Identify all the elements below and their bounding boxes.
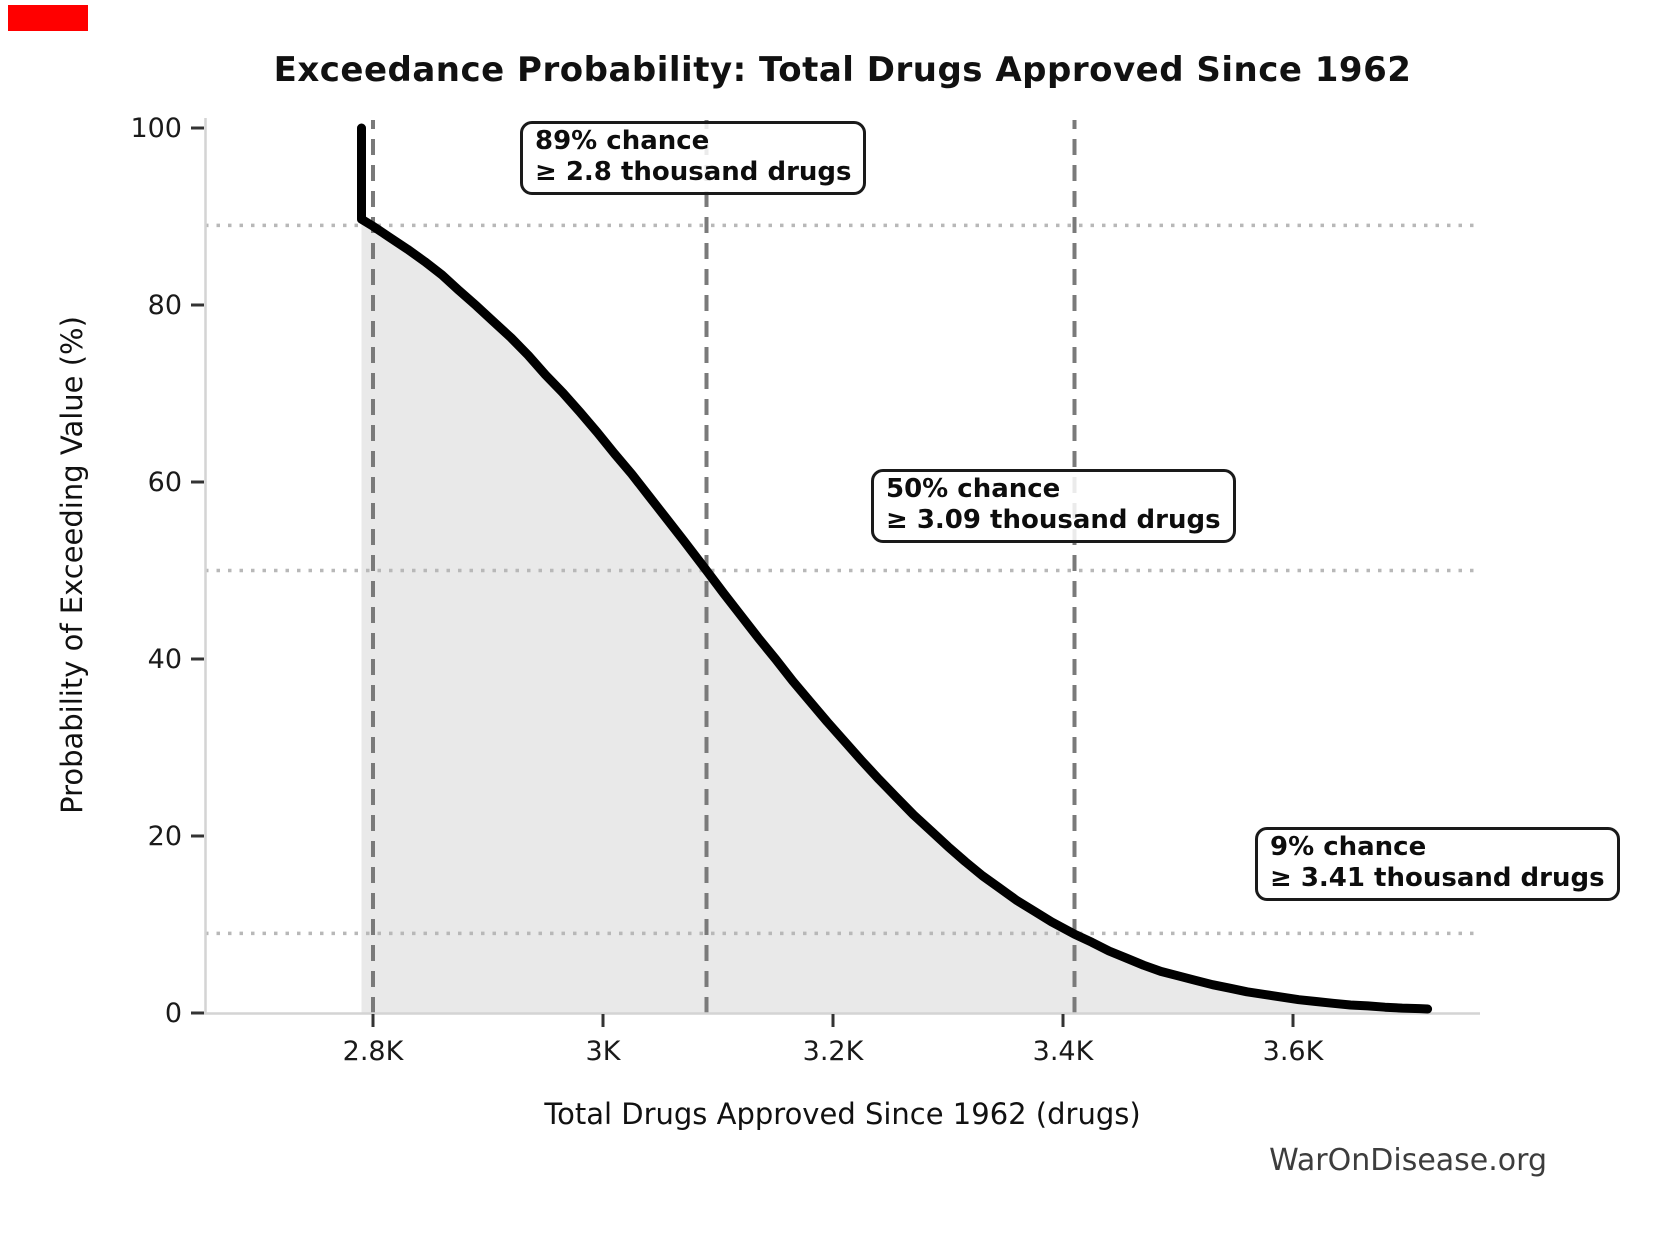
exceedance-curve	[357, 123, 1433, 1014]
x-tick-label: 3.4K	[1033, 1036, 1095, 1067]
annotation-threshold-text: ≥ 2.8 thousand drugs	[535, 157, 852, 187]
x-axis-label: Total Drugs Approved Since 1962 (drugs)	[544, 1097, 1141, 1131]
x-tick-label: 3.2K	[803, 1036, 865, 1067]
y-tick-label: 80	[148, 290, 182, 321]
y-tick-label: 20	[148, 821, 182, 852]
y-tick-label: 60	[148, 467, 182, 498]
red-marker-rectangle	[8, 5, 88, 31]
chart-title: Exceedance Probability: Total Drugs Appr…	[273, 50, 1412, 90]
x-tick-label: 3.6K	[1263, 1036, 1325, 1067]
y-tick-label: 40	[148, 644, 182, 675]
curve-shaded-area	[361, 219, 1428, 1013]
y-axis-label: Probability of Exceeding Value (%)	[55, 316, 89, 814]
annotation-50-percent: 50% chance ≥ 3.09 thousand drugs	[871, 469, 1236, 543]
annotation-threshold-text: ≥ 3.41 thousand drugs	[1270, 863, 1605, 893]
annotation-threshold-text: ≥ 3.09 thousand drugs	[886, 505, 1221, 535]
annotation-chance-text: 9% chance	[1270, 832, 1427, 862]
x-tick-label: 3K	[586, 1036, 622, 1067]
annotation-89-percent: 89% chance ≥ 2.8 thousand drugs	[520, 121, 867, 195]
x-tick-label: 2.8K	[343, 1036, 405, 1067]
y-tick-label: 0	[165, 998, 182, 1029]
annotation-chance-text: 89% chance	[535, 126, 710, 156]
y-tick-label: 100	[130, 113, 182, 144]
watermark-text: WarOnDisease.org	[1269, 1143, 1547, 1178]
annotation-chance-text: 50% chance	[886, 474, 1061, 504]
annotation-9-percent: 9% chance ≥ 3.41 thousand drugs	[1255, 827, 1620, 901]
